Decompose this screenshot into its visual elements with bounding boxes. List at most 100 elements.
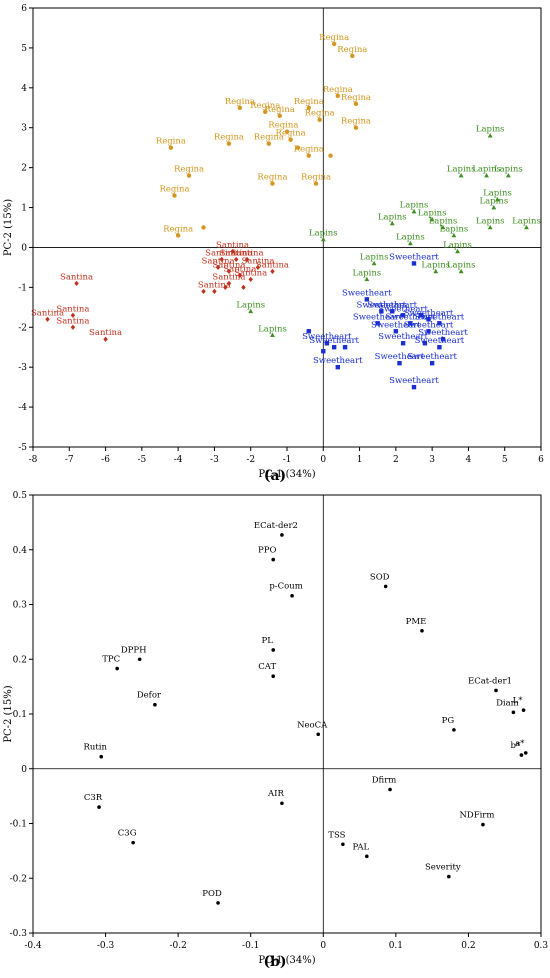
loading-label: C3R <box>84 793 103 803</box>
point-label: Regina <box>174 165 204 175</box>
loading-label: Severity <box>425 863 461 873</box>
point-label: Sweetheart <box>389 376 439 386</box>
series-lapins: Lapins Lapins Lapins Lapins Lapins Lapins Lapi… <box>236 125 541 338</box>
x-tick-label: -7 <box>65 455 74 465</box>
data-point <box>306 105 311 110</box>
data-point <box>255 264 261 271</box>
data-point <box>201 225 206 230</box>
loading-point <box>511 710 516 715</box>
point-label: Lapins <box>421 260 450 270</box>
loading-point <box>341 842 345 847</box>
loading-label: NeoCA <box>297 720 328 730</box>
point-label: Regina <box>159 185 189 195</box>
x-tick-label: 2 <box>393 455 399 465</box>
data-point <box>321 349 326 354</box>
loading-point <box>280 801 284 806</box>
point-label: Sweetheart <box>353 312 403 322</box>
loading-point <box>99 754 104 759</box>
data-point <box>168 145 174 150</box>
data-point <box>234 256 239 263</box>
point-label: Sweetheart <box>418 328 468 338</box>
data-point <box>379 309 384 314</box>
x-tick-label: -8 <box>29 455 38 465</box>
data-point <box>223 284 228 290</box>
data-point <box>458 268 464 274</box>
data-point <box>353 101 359 106</box>
y-tick-label: 4 <box>21 84 27 94</box>
point-label: Santina <box>89 328 122 338</box>
data-point <box>335 93 340 99</box>
point-label: Santina <box>212 260 245 270</box>
loading-point <box>519 753 524 757</box>
point-label: Regina <box>163 224 193 234</box>
point-label: Lapins <box>476 125 505 135</box>
loading-point <box>494 688 498 693</box>
data-point <box>426 329 431 334</box>
data-point <box>487 224 493 230</box>
data-point <box>215 264 221 271</box>
point-label: Lapins <box>236 300 265 310</box>
point-label: Lapins <box>429 217 458 227</box>
data-point <box>324 341 330 346</box>
data-point <box>313 181 319 186</box>
point-label: Regina <box>250 101 280 111</box>
data-point <box>317 117 322 122</box>
loading-label: b* <box>511 741 521 751</box>
data-point <box>201 288 206 294</box>
loading-point <box>452 728 456 732</box>
data-point <box>495 196 500 202</box>
point-label: Regina <box>276 129 306 139</box>
x-tick-label: 1 <box>357 455 363 465</box>
data-point <box>353 125 359 130</box>
y-tick-label: 0.5 <box>13 491 28 501</box>
point-label: Santina <box>223 264 256 274</box>
loading-label: PPO <box>258 546 276 556</box>
data-point <box>320 236 326 242</box>
point-label: Regina <box>265 105 295 115</box>
loading-label: POD <box>202 889 222 899</box>
point-label: Regina <box>257 173 287 183</box>
y-tick-label: 0 <box>21 765 27 775</box>
point-label: Regina <box>301 173 331 183</box>
data-point <box>437 321 442 326</box>
data-point <box>371 260 377 266</box>
loading-label: ECat-der1 <box>468 676 512 686</box>
x-tick-label: 6 <box>538 455 544 465</box>
y-tick-label: 0.1 <box>13 710 27 720</box>
x-tick-label: -0.4 <box>24 941 42 951</box>
data-point <box>295 145 301 150</box>
data-point <box>487 133 493 138</box>
loading-point <box>523 751 528 755</box>
data-point <box>266 141 272 146</box>
point-label: Lapins <box>512 217 541 227</box>
loading-point <box>97 805 101 809</box>
point-label: Regina <box>156 137 186 147</box>
loading-point <box>216 901 220 905</box>
pca-loadings-panel: -0.4 -0.3 -0.2 -0.1 0 0.1 0.2 0.3 -0.3 -0.2 -0.1 0 0… <box>0 490 550 978</box>
point-label: Lapins <box>447 165 476 175</box>
loading-point <box>115 666 119 671</box>
data-point <box>226 280 232 286</box>
point-label: Regina <box>337 45 367 55</box>
y-tick-label: 0.2 <box>13 655 27 665</box>
point-label: Sweetheart <box>357 300 407 310</box>
point-label: Lapins <box>258 324 287 334</box>
y-tick-label: 2 <box>21 164 27 174</box>
point-label: Lapins <box>476 217 505 227</box>
point-label: Sweetheart <box>404 320 454 330</box>
loading-label: Defor <box>137 691 162 701</box>
loading-label: Diam <box>496 698 519 708</box>
point-label: Lapins <box>483 189 512 199</box>
y-axis-label: PC-2 (15%) <box>3 685 14 742</box>
loading-label: TSS <box>328 830 345 840</box>
x-tick-label: -0.2 <box>169 941 186 951</box>
point-label: Lapins <box>378 213 407 223</box>
data-point <box>437 345 442 350</box>
point-label: Sweetheart <box>367 300 417 310</box>
data-point <box>284 129 290 134</box>
y-tick-label: -0.1 <box>10 820 27 830</box>
y-tick-label: 3 <box>21 124 27 134</box>
loading-point <box>388 787 392 792</box>
